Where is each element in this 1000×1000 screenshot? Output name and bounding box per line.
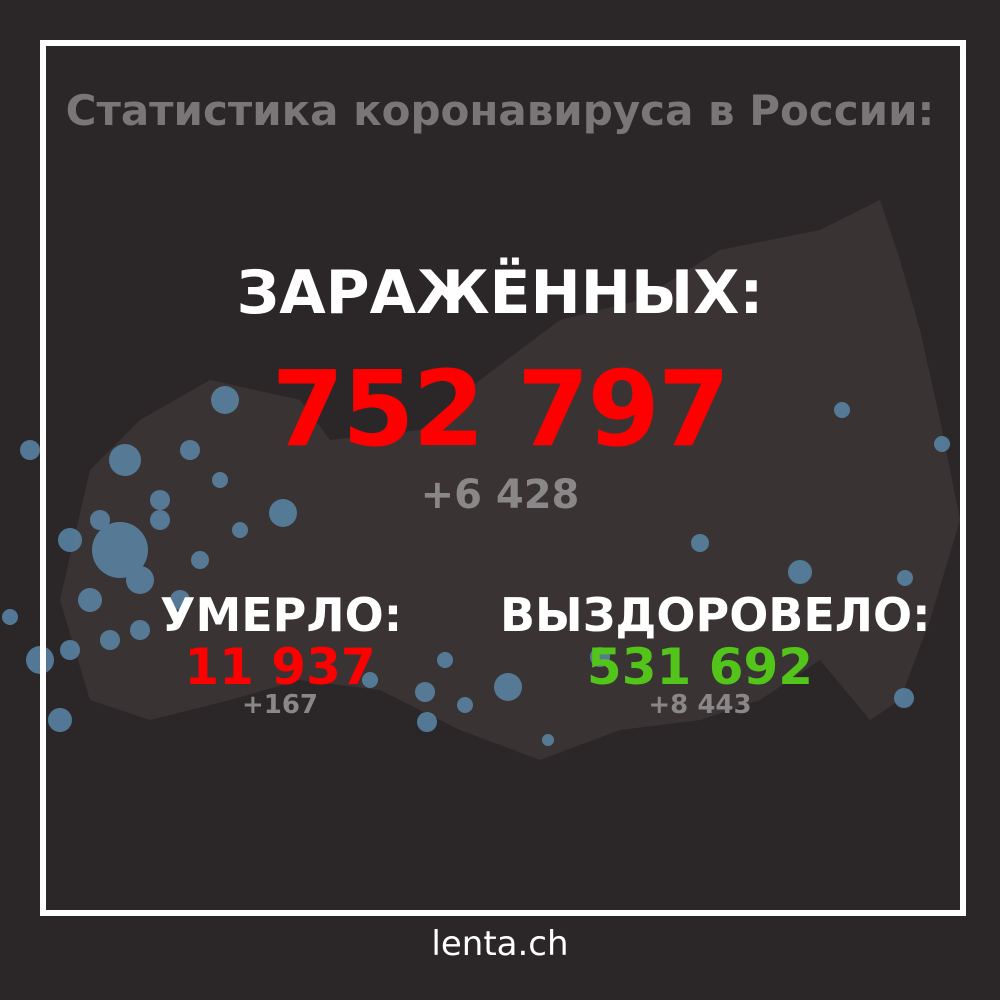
deaths-delta: +167 <box>241 690 319 720</box>
case-bubble <box>212 472 228 488</box>
case-bubble <box>437 652 453 668</box>
map-landmass <box>60 200 960 760</box>
case-bubble <box>92 522 148 578</box>
case-bubble <box>362 672 378 688</box>
case-bubble <box>150 510 170 530</box>
case-bubble <box>457 697 473 713</box>
case-bubble <box>494 673 522 701</box>
case-bubble <box>788 560 812 584</box>
case-bubble <box>20 440 40 460</box>
case-bubble <box>691 534 709 552</box>
case-bubble <box>48 708 72 732</box>
case-bubble <box>894 688 914 708</box>
deaths-label: УМЕРЛО: <box>160 588 403 642</box>
case-bubble <box>126 566 154 594</box>
case-bubble <box>100 630 120 650</box>
deaths-block: УМЕРЛО: 11 937 +167 <box>160 588 403 720</box>
white-frame <box>40 40 966 916</box>
case-bubble <box>590 647 610 667</box>
deaths-value: 11 937 <box>184 638 376 696</box>
case-bubble <box>211 386 239 414</box>
infected-value: 752 797 <box>271 348 730 470</box>
case-bubble <box>180 440 200 460</box>
case-bubble <box>150 490 170 510</box>
case-bubble <box>897 570 913 586</box>
case-bubble <box>232 522 248 538</box>
case-bubble <box>417 712 437 732</box>
case-bubble <box>191 551 209 569</box>
recovered-label: ВЫЗДОРОВЕЛО: <box>500 588 931 642</box>
case-bubble <box>934 436 950 452</box>
case-bubble <box>60 640 80 660</box>
case-bubble <box>90 510 110 530</box>
case-bubble <box>170 590 190 610</box>
case-bubble <box>78 588 102 612</box>
case-bubble <box>415 682 435 702</box>
recovered-value: 531 692 <box>586 638 814 696</box>
case-bubble <box>834 402 850 418</box>
footer-source: lenta.ch <box>431 924 569 964</box>
case-bubble <box>109 444 141 476</box>
case-bubble <box>58 528 82 552</box>
recovered-delta: +8 443 <box>648 690 752 720</box>
case-bubbles <box>2 386 950 746</box>
page-title: Статистика коронавируса в России: <box>65 86 935 135</box>
recovered-block: ВЫЗДОРОВЕЛО: 531 692 +8 443 <box>500 588 931 720</box>
case-bubble <box>2 609 18 625</box>
case-bubble <box>130 620 150 640</box>
infected-label: ЗАРАЖЁННЫХ: <box>236 258 764 328</box>
case-bubble <box>542 734 554 746</box>
infected-delta: +6 428 <box>420 472 580 518</box>
case-bubble <box>269 499 297 527</box>
